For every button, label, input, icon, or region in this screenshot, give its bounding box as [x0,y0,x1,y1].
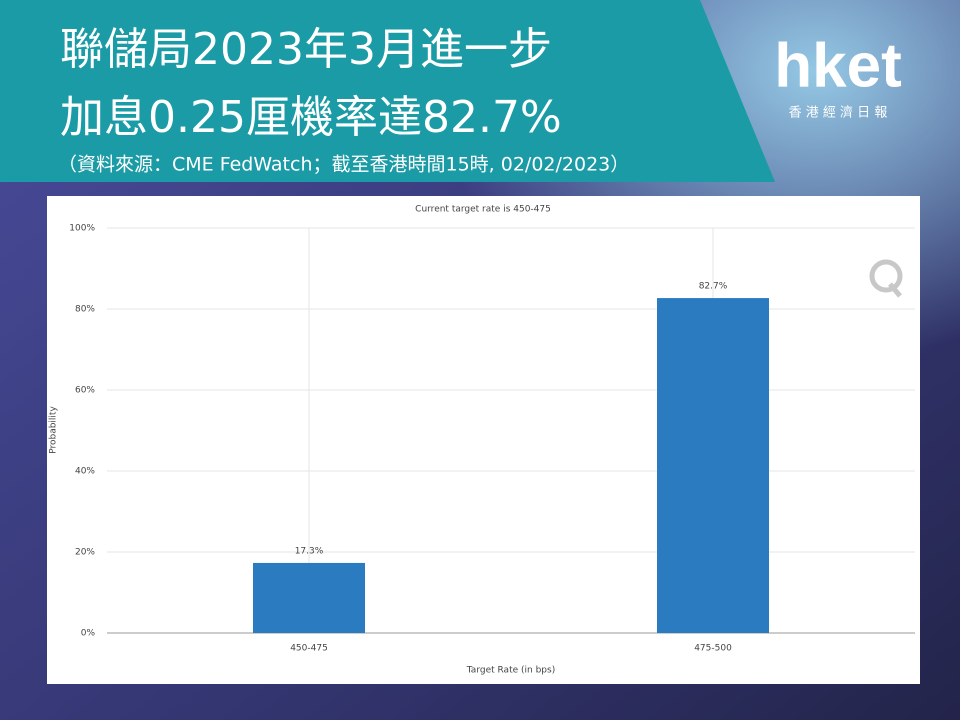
chart-title: Current target rate is 450-475 [415,205,551,215]
logo-tagline: 香 港 經 濟 日 報 [789,105,888,121]
x-tick-label: 475-500 [694,644,732,654]
data-label: 17.3% [295,546,324,556]
data-label: 82.7% [699,282,728,292]
title-banner [0,0,775,182]
y-tick-label: 20% [75,548,95,558]
chart-panel [47,196,920,684]
y-tick-label: 0% [81,629,96,639]
y-tick-label: 100% [69,224,95,234]
y-axis-label: Probability [49,406,59,454]
x-axis-label: Target Rate (in bps) [466,666,555,676]
watermark [869,259,903,298]
bar [657,298,769,633]
source-note: （資料來源：CME FedWatch；截至香港時間15時, 02/02/2023… [58,154,629,176]
y-tick-label: 60% [75,386,95,396]
bar [253,562,365,633]
y-tick-label: 80% [75,305,95,315]
y-tick-label: 40% [75,467,95,477]
x-tick-label: 450-475 [290,644,328,654]
chart: Current target rate is 450-475 Target Ra… [47,196,920,684]
title-line: 加息0.25厘機率達82.7% [60,92,562,143]
logo-brand: hket [774,31,901,100]
title-line: 聯儲局2023年3月進一步 [60,24,552,75]
